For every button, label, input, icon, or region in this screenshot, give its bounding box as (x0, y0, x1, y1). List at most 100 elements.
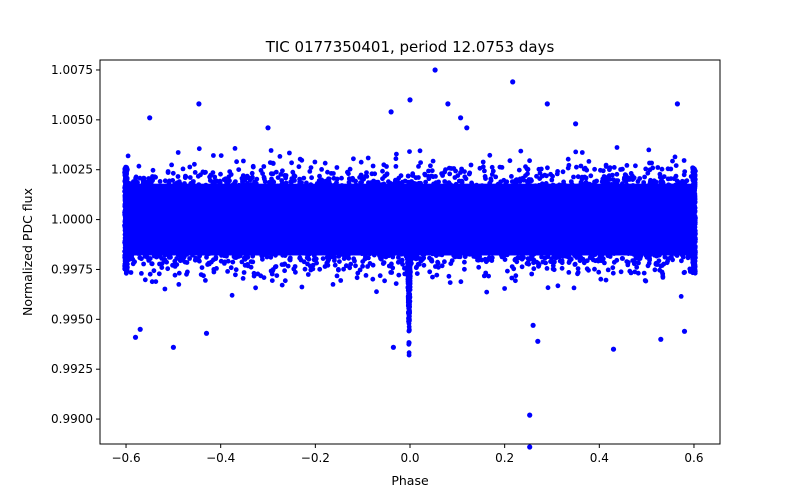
data-point (355, 270, 361, 276)
data-point (260, 252, 266, 258)
data-point (270, 161, 276, 166)
data-point (555, 169, 560, 174)
transit-point (405, 299, 411, 305)
data-point (182, 175, 188, 181)
data-point (545, 285, 551, 291)
data-point (325, 169, 330, 175)
data-point (692, 227, 697, 233)
data-point (652, 252, 657, 258)
data-point (230, 259, 236, 265)
data-point (162, 286, 168, 292)
x-tick-label: 0.2 (495, 451, 514, 465)
data-point (124, 171, 129, 177)
data-point (153, 279, 159, 284)
data-point (452, 175, 458, 180)
data-point (433, 253, 439, 258)
transit-point (407, 257, 412, 263)
data-point (312, 159, 318, 165)
data-point (658, 182, 663, 188)
data-point (371, 178, 376, 184)
data-point (349, 249, 355, 254)
data-point (233, 272, 238, 278)
data-point (410, 173, 416, 179)
data-point (691, 185, 696, 190)
data-point (279, 282, 285, 288)
data-point (479, 257, 485, 263)
data-point (692, 270, 698, 276)
data-point (137, 184, 143, 190)
data-point (683, 184, 689, 190)
data-point (498, 179, 504, 185)
data-point (308, 182, 314, 188)
data-point (198, 272, 204, 277)
data-point (655, 165, 661, 170)
data-point (692, 209, 697, 215)
data-point (148, 183, 154, 189)
transit-point (406, 316, 412, 322)
outlier-point (510, 79, 516, 85)
data-point (453, 181, 459, 187)
data-point (199, 265, 205, 270)
data-point (527, 158, 532, 164)
data-point (386, 186, 392, 192)
data-point (370, 276, 376, 282)
data-point (513, 273, 519, 279)
data-point (481, 273, 487, 279)
data-point (430, 158, 436, 164)
data-point (618, 250, 623, 256)
data-point (601, 174, 607, 179)
data-point (182, 181, 187, 186)
transit-point (409, 217, 415, 223)
data-point (635, 253, 641, 259)
data-point (557, 258, 563, 264)
data-point (590, 249, 596, 254)
data-point (381, 162, 387, 168)
outlier-point (674, 101, 681, 107)
data-point (339, 175, 344, 181)
data-point (347, 176, 352, 182)
data-point (588, 182, 594, 188)
data-point (661, 174, 667, 180)
data-point (150, 174, 155, 179)
data-point (517, 176, 523, 182)
data-point (482, 168, 487, 174)
outlier-point (527, 412, 533, 418)
data-point (206, 251, 211, 257)
data-point (453, 168, 458, 174)
data-point (367, 261, 373, 266)
data-point (582, 174, 587, 180)
data-point (494, 247, 499, 253)
data-point (151, 250, 157, 256)
data-point (572, 251, 578, 257)
data-point (502, 257, 508, 262)
data-point (177, 181, 183, 187)
data-point (682, 169, 688, 175)
data-point (365, 155, 371, 161)
data-point (154, 184, 160, 190)
data-point (618, 183, 624, 189)
data-point (566, 260, 572, 265)
data-point (193, 255, 199, 261)
data-point (446, 248, 451, 254)
data-point (660, 273, 666, 279)
data-point (476, 264, 482, 270)
data-point (293, 269, 298, 275)
data-point (129, 254, 135, 260)
data-point (351, 156, 356, 162)
data-point (289, 160, 294, 166)
data-point (436, 179, 441, 185)
data-point (567, 184, 573, 190)
outlier-point (527, 444, 533, 450)
data-point (156, 271, 162, 277)
data-point (386, 250, 392, 256)
data-point (537, 170, 543, 176)
data-point (150, 178, 156, 183)
data-point (444, 185, 449, 191)
data-point (413, 256, 419, 262)
data-point (610, 270, 616, 276)
data-point (692, 205, 698, 211)
data-point (282, 247, 288, 253)
data-point (554, 253, 559, 258)
data-point (268, 248, 274, 253)
data-point (174, 248, 180, 254)
